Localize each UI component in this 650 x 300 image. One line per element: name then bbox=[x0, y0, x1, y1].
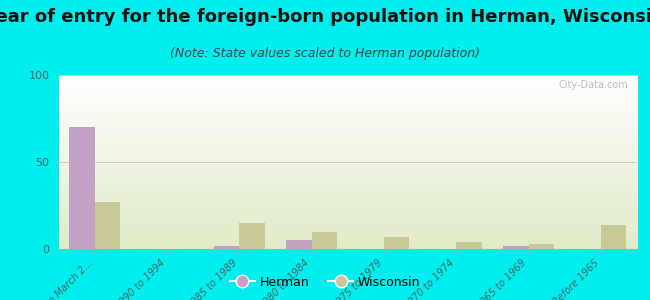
Bar bbox=[70, 127, 95, 249]
Text: City-Data.com: City-Data.com bbox=[558, 80, 629, 90]
Bar bbox=[311, 232, 337, 249]
Bar bbox=[528, 244, 554, 249]
Legend: Herman, Wisconsin: Herman, Wisconsin bbox=[224, 271, 426, 294]
Bar bbox=[456, 242, 482, 249]
Bar bbox=[384, 237, 410, 249]
Bar bbox=[95, 202, 120, 249]
Bar bbox=[214, 245, 239, 249]
Bar bbox=[503, 245, 528, 249]
Text: Year of entry for the foreign-born population in Herman, Wisconsin: Year of entry for the foreign-born popul… bbox=[0, 8, 650, 26]
Bar bbox=[239, 223, 265, 249]
Bar bbox=[286, 240, 311, 249]
Text: (Note: State values scaled to Herman population): (Note: State values scaled to Herman pop… bbox=[170, 46, 480, 59]
Bar bbox=[601, 225, 626, 249]
